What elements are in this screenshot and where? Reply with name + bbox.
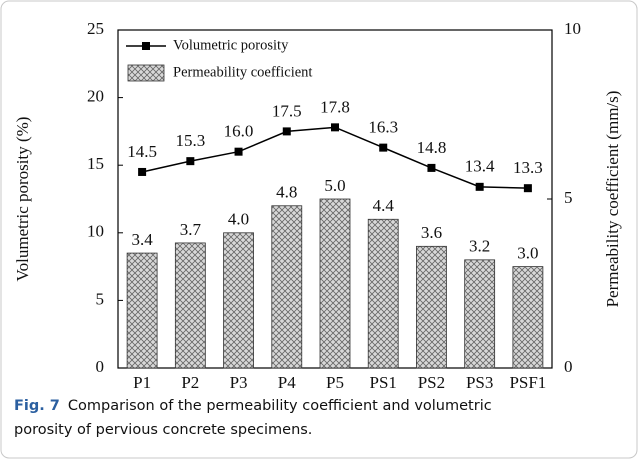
bar — [271, 205, 303, 369]
legend-swatch — [127, 64, 165, 82]
data-label: 3.7 — [180, 220, 202, 239]
y-tick-label: 10 — [87, 222, 104, 241]
marker — [379, 143, 388, 152]
y-tick-label: 0 — [96, 357, 105, 376]
legend-label: Volumetric porosity — [173, 37, 289, 53]
y-tick-label: 5 — [96, 289, 105, 308]
x-tick-label: P1 — [133, 373, 151, 392]
data-label: 16.0 — [224, 122, 254, 141]
bar — [174, 242, 206, 369]
y-tick-label: 15 — [87, 154, 104, 173]
x-tick-label: P4 — [278, 373, 296, 392]
data-label: 14.8 — [417, 138, 447, 157]
bar — [512, 266, 544, 369]
bar — [223, 232, 254, 369]
marker — [523, 184, 532, 193]
caption-text: Comparison of the permeability coefficie… — [68, 398, 492, 414]
y-tick-label: 25 — [87, 19, 104, 38]
marker — [138, 167, 147, 176]
data-label: 3.0 — [517, 244, 538, 263]
bar — [464, 259, 496, 369]
y2-tick-label: 10 — [564, 19, 581, 38]
data-label: 13.3 — [513, 158, 543, 177]
marker — [186, 157, 195, 166]
data-label: 3.2 — [469, 237, 490, 256]
x-tick-label: PSF1 — [509, 373, 546, 392]
x-tick-label: P3 — [230, 373, 248, 392]
x-tick-label: PS2 — [418, 373, 445, 392]
data-label: 3.4 — [131, 230, 153, 249]
y-tick-label: 20 — [87, 87, 104, 106]
marker — [282, 127, 291, 136]
x-tick-label: P5 — [326, 373, 344, 392]
data-label: 17.8 — [320, 97, 350, 116]
x-tick-label: PS1 — [370, 373, 397, 392]
data-label: 4.4 — [373, 196, 395, 215]
caption-text: porosity of pervious concrete specimens. — [14, 422, 312, 438]
marker — [427, 163, 436, 172]
y-axis-label: Volumetric porosity (%) — [13, 117, 32, 282]
bar — [126, 252, 158, 369]
data-label: 15.3 — [175, 131, 205, 150]
legend-marker — [142, 42, 150, 50]
data-label: 13.4 — [465, 157, 495, 176]
marker — [234, 147, 243, 156]
bar — [367, 218, 399, 369]
marker — [331, 123, 339, 132]
data-label: 5.0 — [324, 176, 345, 195]
y2-tick-label: 5 — [564, 188, 573, 207]
legend-label: Permeability coefficient — [173, 64, 312, 80]
bar — [319, 198, 351, 369]
y2-axis-label: Permeability coefficient (mm/s) — [603, 91, 622, 308]
caption-label: Fig. 7 — [14, 398, 60, 414]
data-label: 14.5 — [127, 142, 157, 161]
data-label: 4.0 — [228, 210, 249, 229]
x-tick-label: P2 — [181, 373, 199, 392]
data-label: 17.5 — [272, 101, 302, 120]
data-label: 4.8 — [276, 183, 297, 202]
bar — [416, 245, 447, 369]
marker — [475, 182, 484, 191]
y2-tick-label: 0 — [564, 357, 573, 376]
data-label: 3.6 — [421, 223, 442, 242]
caption: Fig. 7 Comparison of the permeability coe… — [14, 398, 492, 414]
data-label: 16.3 — [368, 118, 398, 137]
x-tick-label: PS3 — [466, 373, 493, 392]
